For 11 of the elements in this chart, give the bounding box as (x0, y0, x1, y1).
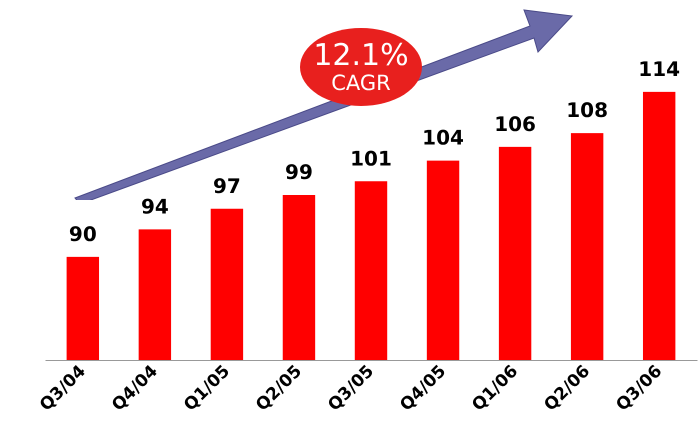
data-label: 90 (68, 222, 97, 246)
data-label: 108 (566, 98, 608, 122)
data-label: 114 (638, 56, 680, 81)
data-label: 94 (140, 194, 169, 218)
data-label: 99 (285, 160, 313, 184)
data-label: 101 (350, 146, 392, 170)
data-label: 104 (422, 126, 464, 150)
data-label: 106 (494, 112, 536, 136)
annotation: CAGR (330, 70, 392, 95)
data-label: 97 (212, 174, 241, 198)
annotation: 12.1% (312, 38, 410, 74)
